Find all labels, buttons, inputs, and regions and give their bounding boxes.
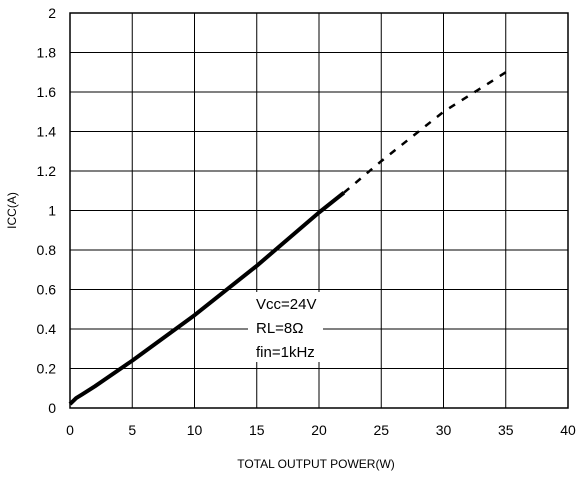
y-axis-label: ICC(A) — [5, 192, 19, 229]
x-tick-label: 40 — [560, 422, 576, 438]
annotation-vcc: Vcc=24V — [256, 296, 316, 313]
y-tick-label: 2 — [48, 5, 56, 21]
x-tick-label: 10 — [187, 422, 203, 438]
annotation-box — [248, 292, 323, 362]
series-layer — [68, 71, 507, 406]
y-tick-label: 0.2 — [37, 361, 57, 377]
x-axis-label: TOTAL OUTPUT POWER(W) — [237, 457, 395, 471]
y-tick-label: 1.4 — [37, 124, 57, 140]
x-tick-label: 25 — [373, 422, 389, 438]
y-tick-label: 1 — [48, 203, 56, 219]
x-tick-label: 20 — [311, 422, 327, 438]
grid — [70, 13, 568, 408]
y-tick-label: 0.4 — [37, 321, 57, 337]
series-line-dashed — [343, 71, 507, 194]
x-tick-label: 5 — [128, 422, 136, 438]
annotation-fin: fin=1kHz — [256, 344, 315, 361]
series-line-solid — [68, 191, 346, 406]
y-tick-label: 0.6 — [37, 282, 57, 298]
x-tick-label: 35 — [498, 422, 514, 438]
y-tick-label: 1.8 — [37, 45, 57, 61]
x-tick-labels: 0 5 10 15 20 25 30 35 40 — [66, 422, 576, 438]
y-tick-labels: 0 0.2 0.4 0.6 0.8 1 1.2 1.4 1.6 1.8 2 — [37, 5, 57, 416]
y-tick-label: 0 — [48, 400, 56, 416]
x-tick-label: 0 — [66, 422, 74, 438]
plot-frame — [69, 12, 569, 409]
x-tick-label: 15 — [249, 422, 265, 438]
y-tick-label: 0.8 — [37, 242, 57, 258]
y-tick-label: 1.6 — [37, 84, 57, 100]
y-tick-label: 1.2 — [37, 163, 57, 179]
annotation-rl: RL=8Ω — [256, 320, 304, 337]
x-tick-label: 30 — [436, 422, 452, 438]
